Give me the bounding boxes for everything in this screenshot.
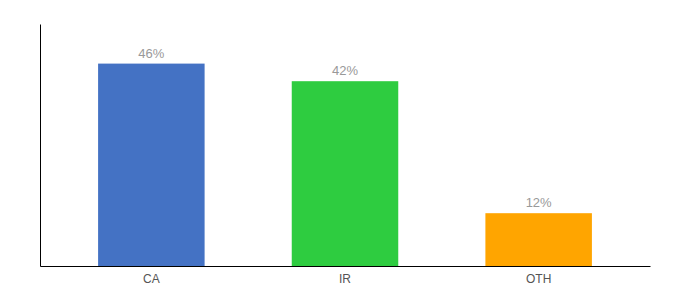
x-tick: OTH <box>526 266 551 286</box>
x-axis-line <box>41 266 651 267</box>
bar <box>292 81 399 266</box>
bar <box>98 64 205 266</box>
chart: CA IR OTH 46% 42% 12% <box>0 0 680 300</box>
data-labels: 46% 42% 12% <box>138 46 552 211</box>
bar <box>485 213 592 266</box>
data-label: 12% <box>526 195 552 210</box>
x-tick-label: CA <box>143 272 160 286</box>
data-label: 42% <box>332 63 358 78</box>
bars <box>98 64 592 266</box>
x-axis: CA IR OTH <box>41 266 651 286</box>
x-tick: CA <box>143 266 160 286</box>
y-axis-line <box>40 25 41 267</box>
y-axis <box>40 25 41 267</box>
plot: CA IR OTH 46% 42% 12% <box>41 25 651 286</box>
x-tick-label: OTH <box>526 272 551 286</box>
x-tick-label: IR <box>339 272 351 286</box>
x-tick: IR <box>339 266 351 286</box>
data-label: 46% <box>138 46 164 61</box>
